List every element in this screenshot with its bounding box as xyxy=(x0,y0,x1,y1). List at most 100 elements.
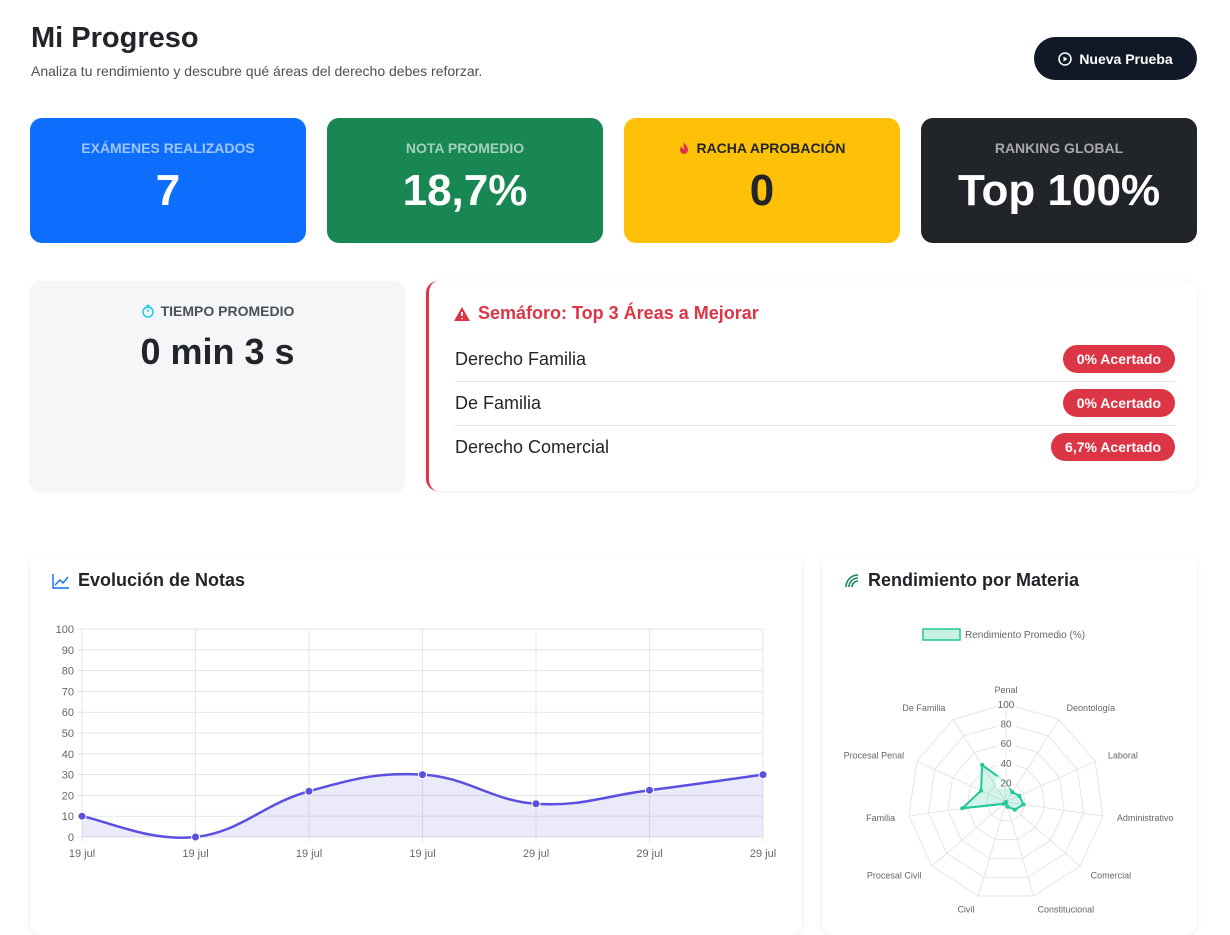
grid-ring xyxy=(947,742,1065,859)
stat-value: 7 xyxy=(155,166,181,215)
tick-backdrop xyxy=(996,698,1016,710)
x-tick-label: 29 jul xyxy=(750,848,776,860)
spoke xyxy=(1005,801,1035,897)
stat-label-wrap: RACHA APROBACIÓN xyxy=(678,140,846,156)
axis-label: Familia xyxy=(866,813,895,823)
radar-point xyxy=(1012,807,1017,812)
point xyxy=(77,811,87,821)
timer-icon xyxy=(141,304,154,318)
y-tick-label: 60 xyxy=(62,707,74,719)
line-chart-card: Evolución de Notas 0 10 20 30 40 50 60 70 80 90 10… xyxy=(30,555,802,935)
stat-card: EXÁMENES REALIZADOS 7 xyxy=(30,118,306,243)
radar-point xyxy=(1010,790,1015,795)
semaphore-card: Semáforo: Top 3 Áreas a Mejorar Derecho … xyxy=(426,281,1197,491)
stat-label: RACHA APROBACIÓN xyxy=(696,140,846,156)
point xyxy=(758,770,768,780)
legend-swatch xyxy=(922,628,961,641)
stat-card: RANKING GLOBAL Top 100% xyxy=(921,118,1197,243)
stat-label: NOTA PROMEDIO xyxy=(405,140,525,156)
button-label: Nueva Prueba xyxy=(1079,50,1173,67)
axis-label: De Familia xyxy=(902,703,945,713)
spoke xyxy=(931,801,1007,867)
chart-title: Rendimiento por Materia xyxy=(868,570,1080,590)
semaphore-title-wrap: Semáforo: Top 3 Áreas a Mejorar xyxy=(453,303,759,324)
page: Mi Progreso Analiza tu rendimiento y des… xyxy=(30,22,1197,913)
axis-label: Procesal Penal xyxy=(844,750,905,760)
x-tick-label: 19 jul xyxy=(409,848,435,860)
axis-label: Civil xyxy=(957,904,974,913)
stat-value: Top 100% xyxy=(957,166,1161,215)
tick-backdrop xyxy=(996,756,1016,769)
y-tick-label: 90 xyxy=(62,645,74,657)
stat-card: RACHA APROBACIÓN 0 xyxy=(624,118,900,243)
area-badge: 6,7% Acertado xyxy=(1051,433,1175,461)
axis-label: Comercial xyxy=(1091,870,1132,880)
y-tick-label: 20 xyxy=(62,790,74,802)
r-tick-label: 60 xyxy=(1000,739,1012,750)
chart-title-wrap: Rendimiento por Materia xyxy=(844,570,1079,591)
radar-point xyxy=(1017,793,1022,798)
tick-backdrop xyxy=(996,737,1016,750)
warning-icon xyxy=(454,306,470,321)
point xyxy=(531,799,541,809)
r-tick-label: 100 xyxy=(998,700,1015,711)
stat-card: NOTA PROMEDIO 18,7% xyxy=(327,118,603,243)
semaphore-title: Semáforo: Top 3 Áreas a Mejorar xyxy=(478,303,759,323)
line-chart: 0 10 20 30 40 50 60 70 80 90 100 19 jul 19 jul 19 jul… xyxy=(56,624,777,860)
y-tick-label: 70 xyxy=(62,686,74,698)
radar-chart-card: Rendimiento por Materia Rendimiento Prom… xyxy=(822,555,1197,935)
y-tick-label: 80 xyxy=(62,666,74,678)
point xyxy=(191,832,200,842)
time-card: TIEMPO PROMEDIO 0 min 3 s xyxy=(30,281,405,491)
area-name: De Familia xyxy=(455,392,542,413)
r-tick-label: 20 xyxy=(1000,778,1012,789)
stat-value: 18,7% xyxy=(402,166,528,215)
radar-icon xyxy=(845,573,859,587)
spoke xyxy=(1005,801,1081,867)
x-tick-label: 19 jul xyxy=(69,848,95,860)
x-tick-label: 29 jul xyxy=(636,848,662,860)
y-tick-label: 0 xyxy=(68,832,74,844)
r-tick-label: 80 xyxy=(1000,720,1012,731)
y-tick-label: 30 xyxy=(62,770,74,782)
y-tick-label: 40 xyxy=(62,749,74,761)
radar-point xyxy=(1001,801,1006,806)
radar-point xyxy=(1021,802,1026,807)
y-tick-label: 10 xyxy=(62,811,74,823)
axis-label: Procesal Civil xyxy=(867,870,922,880)
area-name: Derecho Comercial xyxy=(455,436,610,457)
grid-ring xyxy=(986,781,1026,822)
new-test-button[interactable]: Nueva Prueba xyxy=(1034,37,1197,80)
stat-value: 0 xyxy=(749,166,775,215)
y-tick-label: 100 xyxy=(56,624,74,636)
axis-label: Administrativo xyxy=(1117,813,1174,823)
page-subtitle: Analiza tu rendimiento y descubre qué ár… xyxy=(31,63,483,79)
legend-label: Rendimiento Promedio (%) xyxy=(965,630,1085,641)
area-badge: 0% Acertado xyxy=(1062,389,1175,417)
chart-icon xyxy=(52,573,69,589)
axis-label: Deontología xyxy=(1067,703,1116,713)
spoke xyxy=(916,760,1007,803)
point xyxy=(645,785,654,795)
time-label: TIEMPO PROMEDIO xyxy=(160,303,295,319)
axis-label: Penal xyxy=(994,685,1017,695)
radar-point xyxy=(1005,804,1010,809)
axis-label: Laboral xyxy=(1108,750,1138,760)
stat-label: RANKING GLOBAL xyxy=(994,140,1124,156)
chart-title: Evolución de Notas xyxy=(78,570,246,590)
radar-point xyxy=(979,788,984,793)
page-title: Mi Progreso xyxy=(31,22,199,54)
point xyxy=(418,770,427,780)
fire-icon xyxy=(680,142,689,154)
time-value: 0 min 3 s xyxy=(140,331,295,372)
spoke xyxy=(908,801,1007,817)
tick-backdrop xyxy=(996,717,1016,730)
area-badge: 0% Acertado xyxy=(1062,345,1175,373)
play-icon xyxy=(1058,51,1073,66)
area-name: Derecho Familia xyxy=(455,348,587,369)
spoke xyxy=(977,801,1007,897)
area-row: De Familia 0% Acertado xyxy=(455,381,1175,426)
grid-ring xyxy=(966,762,1046,841)
tick-backdrop xyxy=(996,776,1016,789)
area-row: Derecho Familia 0% Acertado xyxy=(455,337,1175,382)
